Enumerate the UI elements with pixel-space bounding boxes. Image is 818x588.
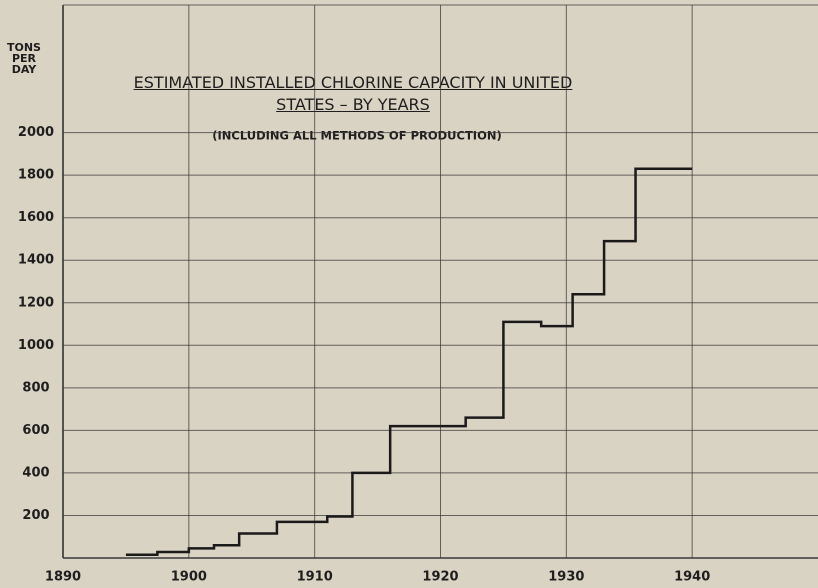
x-tick-label: 1940 (674, 570, 710, 585)
chart-subtitle: (INCLUDING ALL METHODS OF PRODUCTION) (212, 129, 501, 143)
step-line (125, 167, 693, 557)
y-tick-label: 1400 (18, 253, 54, 268)
y-label-box: TONS PER DAY (7, 42, 41, 76)
title-box: ESTIMATED INSTALLED CHLORINE CAPACITY IN… (134, 73, 573, 114)
y-tick-label: 600 (22, 423, 49, 438)
x-tick-label: 1890 (45, 570, 81, 585)
title-backdrop (120, 68, 610, 154)
x-tick-label: 1900 (171, 570, 207, 585)
x-tick-label: 1920 (422, 570, 458, 585)
y-tick-label: 1200 (18, 295, 54, 310)
x-tick-label: 1930 (548, 570, 584, 585)
y-tick-label: 1000 (18, 338, 54, 353)
y-tick-label: 400 (22, 465, 49, 480)
x-tick-label: 1910 (297, 570, 333, 585)
y-tick-label: 800 (22, 380, 49, 395)
y-tick-label: 200 (22, 508, 49, 523)
y-label: TONS PER DAY (7, 42, 41, 76)
y-tick-label: 1600 (18, 210, 54, 225)
y-tick-label: 2000 (18, 125, 54, 140)
y-tick-label: 1800 (18, 168, 54, 183)
